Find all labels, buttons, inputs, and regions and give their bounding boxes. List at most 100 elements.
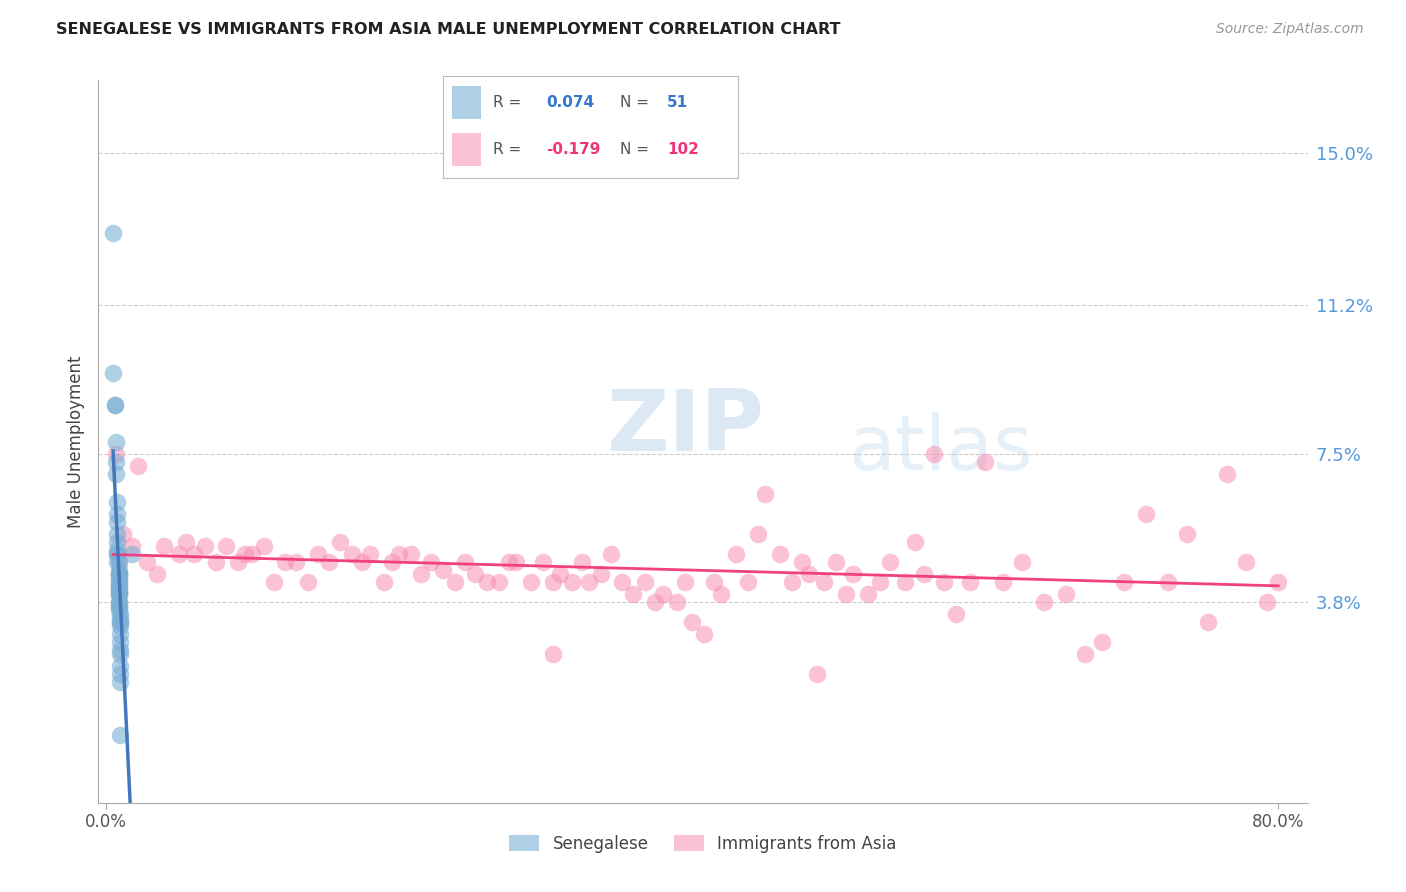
Point bbox=[107, 542, 129, 557]
Point bbox=[1011, 555, 1033, 569]
Y-axis label: Male Unemployment: Male Unemployment bbox=[66, 355, 84, 528]
Point bbox=[121, 547, 143, 561]
Point bbox=[541, 648, 564, 662]
Point bbox=[108, 587, 131, 601]
Text: Source: ZipAtlas.com: Source: ZipAtlas.com bbox=[1216, 22, 1364, 37]
Point bbox=[146, 567, 169, 582]
Point bbox=[108, 567, 131, 582]
Point bbox=[541, 575, 564, 590]
Point bbox=[107, 494, 129, 508]
Point bbox=[1135, 507, 1157, 521]
Point bbox=[108, 567, 131, 582]
Point bbox=[879, 555, 901, 569]
Point bbox=[531, 555, 554, 569]
Point bbox=[1256, 595, 1278, 609]
Point bbox=[110, 643, 132, 657]
Point bbox=[1114, 575, 1136, 590]
Point bbox=[520, 575, 543, 590]
Point bbox=[108, 567, 131, 582]
Point bbox=[167, 547, 190, 561]
Point bbox=[1216, 467, 1239, 481]
Point bbox=[110, 635, 132, 649]
Point bbox=[107, 515, 129, 529]
Text: 102: 102 bbox=[668, 142, 699, 157]
Point bbox=[107, 535, 129, 549]
Point bbox=[108, 575, 131, 590]
Point bbox=[110, 607, 132, 622]
Point bbox=[107, 547, 129, 561]
Point bbox=[110, 627, 132, 641]
Legend: Senegalese, Immigrants from Asia: Senegalese, Immigrants from Asia bbox=[503, 828, 903, 860]
Point bbox=[105, 447, 128, 461]
Point bbox=[107, 507, 129, 521]
Point bbox=[110, 648, 132, 662]
Text: N =: N = bbox=[620, 95, 654, 110]
Point bbox=[932, 575, 955, 590]
Point bbox=[108, 579, 131, 593]
Point bbox=[1177, 526, 1199, 541]
Point bbox=[591, 567, 613, 582]
Point bbox=[432, 563, 454, 577]
Point bbox=[388, 547, 411, 561]
Point bbox=[488, 575, 510, 590]
Point bbox=[359, 547, 381, 561]
Point bbox=[869, 575, 891, 590]
Point bbox=[110, 615, 132, 630]
Bar bbox=[451, 133, 481, 166]
Text: 0.074: 0.074 bbox=[546, 95, 595, 110]
Point bbox=[634, 575, 657, 590]
Point bbox=[153, 539, 176, 553]
Point bbox=[108, 595, 131, 609]
Point bbox=[790, 555, 813, 569]
Point bbox=[1091, 635, 1114, 649]
Point bbox=[693, 627, 716, 641]
Point bbox=[904, 535, 927, 549]
Point bbox=[107, 555, 129, 569]
Point bbox=[108, 599, 131, 614]
Point bbox=[107, 526, 129, 541]
Point bbox=[135, 555, 157, 569]
Point bbox=[318, 555, 340, 569]
Point bbox=[108, 555, 131, 569]
Point bbox=[240, 547, 263, 561]
Point bbox=[505, 555, 527, 569]
Point bbox=[651, 587, 673, 601]
Point bbox=[121, 539, 143, 553]
Point bbox=[454, 555, 477, 569]
Point bbox=[420, 555, 443, 569]
Point bbox=[673, 575, 696, 590]
Point bbox=[329, 535, 352, 549]
Text: atlas: atlas bbox=[848, 412, 1033, 486]
Point bbox=[1032, 595, 1054, 609]
Point bbox=[108, 587, 131, 601]
Point bbox=[548, 567, 571, 582]
Point bbox=[600, 547, 623, 561]
Point bbox=[110, 611, 132, 625]
Point bbox=[105, 467, 128, 481]
Point bbox=[108, 571, 131, 585]
Point bbox=[1157, 575, 1180, 590]
Point bbox=[571, 555, 593, 569]
Point bbox=[666, 595, 689, 609]
Point bbox=[974, 455, 997, 469]
Text: N =: N = bbox=[620, 142, 654, 157]
Point bbox=[215, 539, 238, 553]
Point bbox=[835, 587, 858, 601]
Text: ZIP: ZIP bbox=[606, 385, 763, 468]
Point bbox=[108, 563, 131, 577]
Point bbox=[110, 659, 132, 673]
Point bbox=[842, 567, 865, 582]
Point bbox=[110, 619, 132, 633]
Point bbox=[610, 575, 633, 590]
Point bbox=[769, 547, 792, 561]
Point bbox=[754, 487, 776, 501]
Point bbox=[340, 547, 363, 561]
Point bbox=[183, 547, 205, 561]
Point bbox=[799, 567, 821, 582]
Point bbox=[561, 575, 583, 590]
Point bbox=[108, 583, 131, 598]
Point bbox=[101, 226, 124, 240]
Point bbox=[1197, 615, 1219, 630]
Point bbox=[780, 575, 803, 590]
Point bbox=[108, 595, 131, 609]
